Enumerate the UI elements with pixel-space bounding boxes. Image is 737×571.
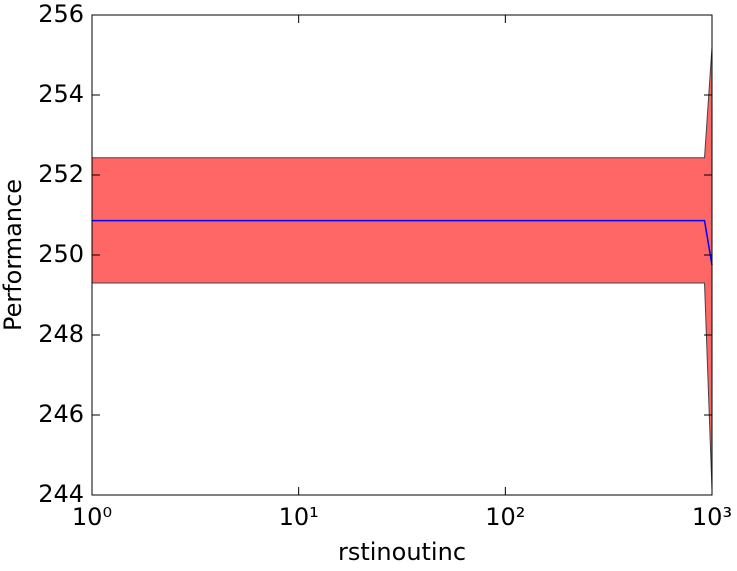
y-tick-label: 254 bbox=[38, 80, 84, 108]
y-tick-label: 246 bbox=[38, 400, 84, 428]
x-tick-label: 10³ bbox=[692, 503, 732, 531]
band bbox=[91, 46, 713, 491]
line bbox=[92, 219, 713, 266]
x-axis-label: rstinoutinc bbox=[338, 538, 466, 566]
y-tick-label: 244 bbox=[38, 480, 84, 508]
y-tick-label: 256 bbox=[38, 0, 84, 28]
x-tick-label: 10⁰ bbox=[72, 503, 112, 531]
x-tick-label: 10² bbox=[485, 503, 525, 531]
y-tick-label: 248 bbox=[38, 320, 84, 348]
y-tick-label: 252 bbox=[38, 160, 84, 188]
x-tick-label: 10¹ bbox=[279, 503, 319, 531]
y-axis-label: Performance bbox=[0, 179, 27, 331]
y-tick-label: 250 bbox=[38, 240, 84, 268]
